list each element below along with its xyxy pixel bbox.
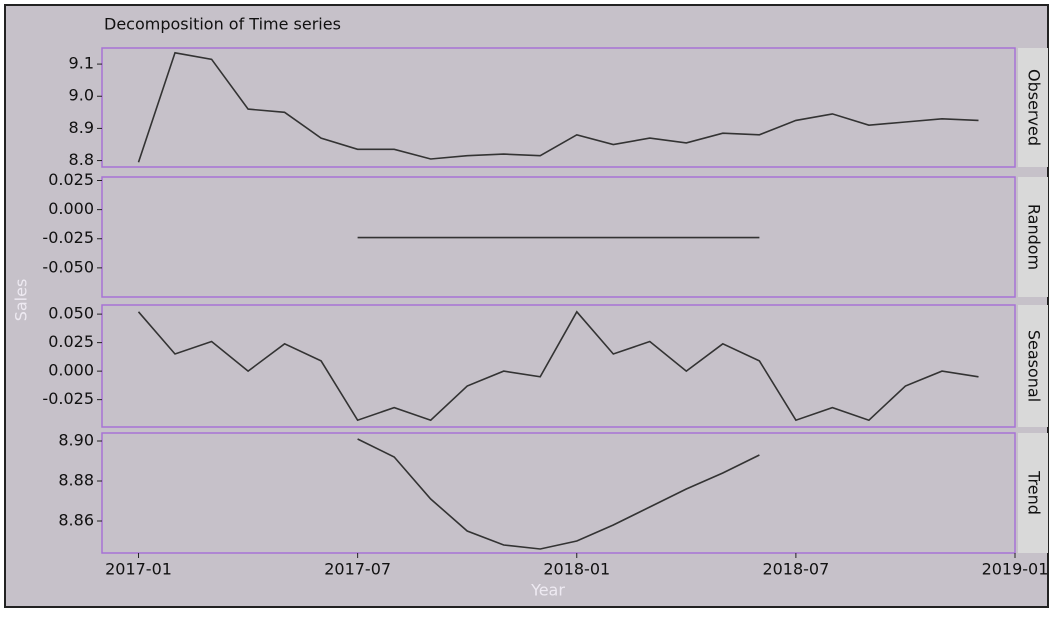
- x-tick-label: 2017-07: [324, 560, 391, 579]
- x-tick-label: 2019-01: [982, 560, 1049, 579]
- panel: [101, 432, 1016, 554]
- strip-label: Random: [1025, 204, 1044, 270]
- panel: [101, 176, 1016, 298]
- strip: [1018, 433, 1048, 553]
- strip: [1018, 48, 1048, 167]
- y-tick-label: 0.000: [48, 199, 94, 218]
- y-axis-label: Sales: [12, 279, 31, 322]
- y-tick-label: 8.8: [69, 150, 94, 169]
- y-tick-label: 0.000: [48, 361, 94, 380]
- strip-label: Observed: [1025, 69, 1044, 146]
- y-tick-label: -0.025: [42, 389, 94, 408]
- series-line: [137, 310, 979, 422]
- strip: [1018, 177, 1048, 297]
- y-tick-label: 8.9: [69, 118, 94, 137]
- x-tick-label: 2018-01: [543, 560, 610, 579]
- y-tick-label: 8.88: [58, 471, 94, 490]
- y-tick-label: 0.025: [48, 332, 94, 351]
- chart-title: Decomposition of Time series: [104, 15, 341, 34]
- x-axis-label: Year: [530, 581, 565, 600]
- y-tick-label: 9.0: [69, 86, 94, 105]
- panel: [101, 47, 1016, 168]
- y-tick-label: 9.1: [69, 54, 94, 73]
- y-tick-label: 8.90: [58, 431, 94, 450]
- strip-label: Seasonal: [1025, 330, 1044, 402]
- y-tick-label: 8.86: [58, 511, 94, 530]
- y-tick-label: -0.050: [42, 257, 94, 276]
- series-line: [137, 51, 979, 163]
- strip-label: Trend: [1025, 470, 1044, 515]
- series-line: [357, 438, 760, 550]
- x-tick-label: 2017-01: [105, 560, 172, 579]
- y-tick-label: -0.025: [42, 228, 94, 247]
- y-tick-label: 0.050: [48, 304, 94, 323]
- background: [4, 4, 1049, 608]
- panel: [101, 304, 1016, 428]
- y-tick-label: 0.025: [48, 170, 94, 189]
- strip: [1018, 305, 1048, 427]
- x-tick-label: 2018-07: [762, 560, 829, 579]
